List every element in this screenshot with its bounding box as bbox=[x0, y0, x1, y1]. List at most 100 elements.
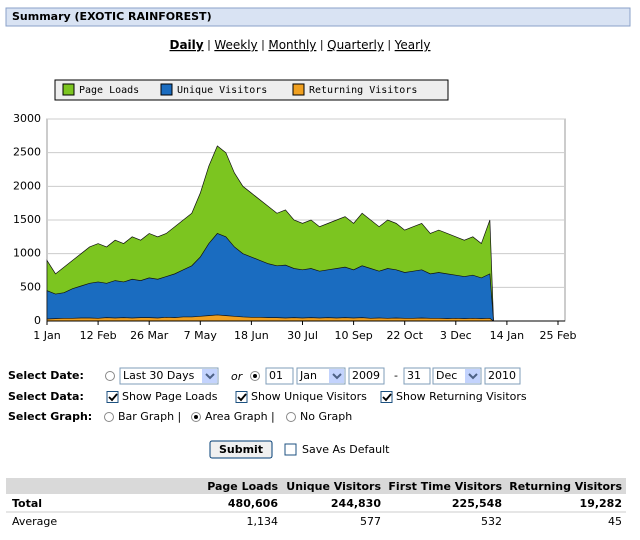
nav-link[interactable]: Yearly bbox=[394, 38, 431, 52]
x-tick-label: 7 May bbox=[184, 329, 218, 342]
column-header: Page Loads bbox=[207, 480, 278, 493]
input-value: 01 bbox=[269, 369, 283, 382]
checkbox-label: Show Unique Visitors bbox=[251, 390, 367, 403]
legend-label: Unique Visitors bbox=[177, 85, 267, 96]
radio[interactable] bbox=[286, 412, 296, 422]
y-tick-label: 2000 bbox=[13, 179, 41, 192]
legend-label: Page Loads bbox=[79, 85, 139, 96]
y-tick-label: 500 bbox=[20, 280, 41, 293]
row-label: Select Data: bbox=[8, 390, 84, 403]
column-header: Unique Visitors bbox=[286, 480, 381, 493]
or-text: or bbox=[231, 370, 244, 383]
cell: 45 bbox=[608, 515, 622, 528]
check-mark bbox=[382, 393, 392, 402]
x-tick-label: 14 Jan bbox=[490, 329, 524, 342]
x-tick-label: 22 Oct bbox=[386, 329, 423, 342]
input[interactable] bbox=[484, 367, 521, 385]
select-arrow bbox=[332, 373, 342, 380]
cell: 532 bbox=[481, 515, 502, 528]
select-value: Jan bbox=[299, 369, 317, 382]
y-tick-label: 1500 bbox=[13, 213, 41, 226]
legend-label: Returning Visitors bbox=[309, 85, 417, 96]
radio[interactable] bbox=[105, 371, 115, 381]
nav: Daily | Weekly | Monthly | Quarterly | Y… bbox=[170, 38, 431, 52]
cell: 225,548 bbox=[452, 497, 502, 510]
select-button[interactable] bbox=[329, 369, 344, 383]
radio-dot bbox=[194, 415, 198, 419]
check-mark bbox=[237, 393, 247, 402]
select-value: Last 30 Days bbox=[123, 369, 195, 382]
header-title: Summary (EXOTIC RAINFOREST) bbox=[12, 10, 212, 23]
table-header-bar bbox=[6, 478, 626, 494]
x-tick-label: 26 Mar bbox=[130, 329, 169, 342]
nav-separator: | bbox=[261, 38, 265, 51]
radio-label: No Graph bbox=[300, 410, 352, 423]
column-header: First Time Visitors bbox=[388, 480, 502, 493]
select-button[interactable] bbox=[465, 369, 480, 383]
cell: 577 bbox=[360, 515, 381, 528]
submit-button[interactable] bbox=[209, 440, 273, 459]
dash: - bbox=[394, 369, 398, 382]
y-tick-label: 3000 bbox=[13, 112, 41, 125]
checkbox[interactable] bbox=[235, 391, 248, 403]
cell: 244,830 bbox=[331, 497, 381, 510]
submit-label: Submit bbox=[219, 443, 263, 456]
nav-separator: | bbox=[207, 38, 211, 51]
input-value: 31 bbox=[407, 369, 421, 382]
check-mark bbox=[108, 393, 118, 402]
legend-swatch bbox=[160, 83, 173, 96]
input-value: 2009 bbox=[352, 369, 380, 382]
select[interactable] bbox=[119, 367, 219, 385]
x-tick-label: 1 Jan bbox=[33, 329, 60, 342]
legend-swatch bbox=[62, 83, 75, 96]
y-tick-label: 1000 bbox=[13, 247, 41, 260]
row-label: Total bbox=[12, 497, 42, 510]
nav-link[interactable]: Monthly bbox=[268, 38, 316, 52]
area bbox=[46, 233, 494, 322]
row-label: Select Date: bbox=[8, 369, 84, 382]
area bbox=[46, 314, 495, 322]
select-arrow bbox=[205, 373, 215, 380]
input[interactable] bbox=[403, 367, 431, 385]
nav-separator: | bbox=[320, 38, 324, 51]
x-tick-label: 12 Feb bbox=[80, 329, 117, 342]
checkbox[interactable] bbox=[106, 391, 119, 403]
radio-label: Bar Graph | bbox=[118, 410, 181, 423]
input[interactable] bbox=[348, 367, 385, 385]
checkbox-label: Save As Default bbox=[302, 443, 390, 456]
chart: 0 500 1000 1500 2000 2500 3000 1 Jan 12 Feb 26 Ma… bbox=[13, 83, 577, 342]
x-tick-label: 25 Feb bbox=[540, 329, 577, 342]
nav-link[interactable]: Daily bbox=[170, 38, 204, 52]
input-value: 2010 bbox=[488, 369, 516, 382]
y-tick-label: 0 bbox=[34, 314, 41, 327]
select-button[interactable] bbox=[202, 369, 217, 383]
legend-box bbox=[54, 79, 449, 101]
input[interactable] bbox=[265, 367, 294, 385]
row-label: Average bbox=[12, 515, 57, 528]
x-tick-label: 10 Sep bbox=[334, 329, 372, 342]
column-header: Returning Visitors bbox=[509, 480, 622, 493]
checkbox-label: Show Returning Visitors bbox=[396, 390, 527, 403]
radio-dot bbox=[253, 374, 257, 378]
checkbox-label: Show Page Loads bbox=[122, 390, 218, 403]
cell: 1,134 bbox=[247, 515, 279, 528]
radio-label: Area Graph | bbox=[205, 410, 275, 423]
x-tick-label: 18 Jun bbox=[234, 329, 269, 342]
select-arrow bbox=[468, 373, 478, 380]
nav-link[interactable]: Weekly bbox=[214, 38, 257, 52]
y-tick-label: 2500 bbox=[13, 146, 41, 159]
nav-link[interactable]: Quarterly bbox=[327, 38, 384, 52]
checkbox[interactable] bbox=[284, 443, 297, 456]
cell: 19,282 bbox=[580, 497, 622, 510]
header-bar bbox=[5, 7, 631, 27]
radio[interactable] bbox=[104, 412, 114, 422]
nav-separator: | bbox=[387, 38, 391, 51]
controls: Select Date: Select Data: Select Graph: Las… bbox=[6, 367, 626, 528]
checkbox[interactable] bbox=[380, 391, 393, 403]
x-tick-label: 30 Jul bbox=[287, 329, 318, 342]
cell: 480,606 bbox=[228, 497, 278, 510]
row-label: Select Graph: bbox=[8, 410, 92, 423]
x-tick-label: 3 Dec bbox=[440, 329, 472, 342]
select-value: Dec bbox=[436, 369, 457, 382]
